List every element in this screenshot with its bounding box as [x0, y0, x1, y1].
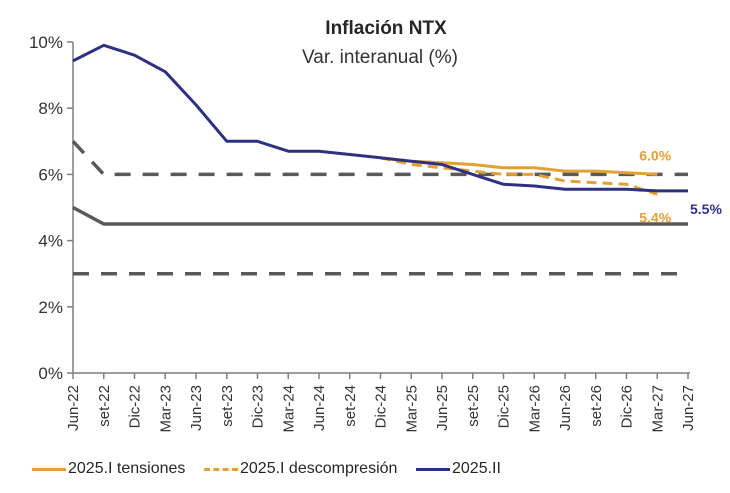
y-tick-label: 0% [38, 364, 63, 383]
x-tick-label: Jun-25 [434, 385, 451, 431]
x-tick-label: Mar-24 [280, 385, 297, 433]
legend-label: 2025.I tensiones [68, 460, 186, 477]
chart-subtitle: Var. interanual (%) [302, 47, 458, 68]
y-tick-label: 2% [38, 298, 63, 317]
series-line-target-center [72, 205, 688, 226]
series-line-2025-i-tensiones [380, 156, 658, 176]
end-labels: 6.0% 5.4% 5.5% [639, 147, 722, 225]
x-tick-label: Dic-26 [619, 385, 636, 428]
legend-item-2025-ii: 2025.II [416, 460, 501, 478]
legend-swatch-dashed-orange [204, 467, 238, 471]
chart-title: Inflación NTX [325, 18, 447, 39]
x-tick-label: set-25 [465, 385, 482, 427]
legend-swatch-solid-orange [32, 467, 66, 471]
x-tick-label: set-24 [342, 385, 359, 427]
x-tick-label: Jun-27 [680, 385, 697, 431]
y-tick-label: 6% [38, 165, 63, 184]
legend-label: 2025.II [452, 460, 501, 477]
legend-swatch-solid-navy [416, 467, 450, 471]
x-tick-label: Mar-27 [649, 385, 666, 433]
legend-item-tensiones: 2025.I tensiones [32, 460, 185, 478]
x-tick-label: Jun-26 [557, 385, 574, 431]
x-tick-label: Mar-26 [526, 385, 543, 433]
legend: 2025.I tensiones 2025.I descompresión 20… [0, 460, 730, 486]
y-tick-label: 10% [29, 33, 63, 52]
y-tick-label: 4% [38, 232, 63, 251]
x-tick-label: Jun-24 [311, 385, 328, 431]
x-tick-label: Jun-23 [188, 385, 205, 431]
x-tick-label: Dic-24 [373, 385, 390, 428]
x-tick-label: Dic-23 [250, 385, 267, 428]
x-tick-label: set-22 [96, 385, 113, 427]
end-label-descompresion: 5.4% [639, 209, 671, 225]
series-line-2025-i-descompresi-n [380, 156, 658, 196]
end-label-tensiones: 6.0% [639, 147, 671, 163]
x-tick-label: Dic-22 [127, 385, 144, 428]
x-tick-label: Mar-25 [403, 385, 420, 433]
x-tick-label: Mar-23 [157, 385, 174, 433]
axes: 0% 2% 4% 6% 8% 10% Jun-22 set-22 Dic-22 Mar-23 Jun… [29, 33, 697, 433]
series-line-2025-ii [72, 43, 688, 193]
x-tick-label: Jun-22 [65, 385, 82, 431]
series-layer [71, 43, 689, 276]
x-tick-label: Dic-25 [496, 385, 513, 428]
end-label-2025-ii: 5.5% [690, 201, 722, 217]
x-tick-label: set-26 [588, 385, 605, 427]
legend-item-descompresion: 2025.I descompresión [204, 460, 397, 478]
y-tick-label: 8% [38, 99, 63, 118]
legend-label: 2025.I descompresión [240, 460, 398, 477]
x-tick-label: set-23 [219, 385, 236, 427]
